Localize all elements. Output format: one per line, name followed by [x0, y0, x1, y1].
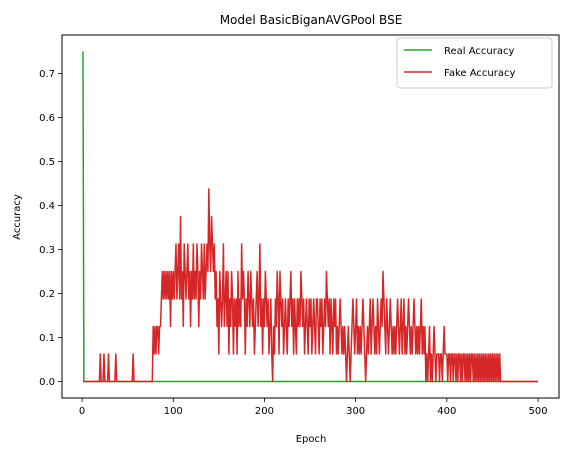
y-axis: 0.0 0.1 0.2 0.3 0.4 0.5 0.6 0.7: [39, 69, 62, 388]
legend-label: Fake Accuracy: [444, 68, 515, 79]
y-tick-label: 0.2: [39, 289, 55, 300]
y-tick-label: 0.4: [39, 201, 55, 212]
series-layer: [82, 51, 539, 383]
legend: Real Accuracy Fake Accuracy: [396, 37, 553, 89]
chart-title: Model BasicBiganAVGPool BSE: [220, 13, 403, 27]
x-tick-label: 300: [346, 406, 365, 417]
x-tick-label: 0: [79, 406, 85, 417]
x-tick-label: 100: [164, 406, 183, 417]
y-tick-label: 0.1: [39, 333, 55, 344]
legend-box: [396, 37, 553, 89]
x-tick-label: 200: [255, 406, 274, 417]
plot-frame: [61, 34, 560, 399]
x-tick-label: 400: [437, 406, 456, 417]
y-tick-label: 0.6: [39, 113, 55, 124]
x-axis-label: Epoch: [296, 434, 327, 445]
x-tick-label: 500: [528, 406, 547, 417]
y-tick-label: 0.0: [39, 377, 55, 388]
series-line-fake-accuracy: [82, 188, 539, 383]
legend-label: Real Accuracy: [444, 46, 514, 57]
y-axis-label: Accuracy: [12, 194, 23, 240]
y-tick-label: 0.5: [39, 157, 55, 168]
x-axis: 0 100 200 300 400 500: [79, 398, 548, 417]
y-tick-label: 0.3: [39, 245, 55, 256]
y-tick-label: 0.7: [39, 69, 55, 80]
